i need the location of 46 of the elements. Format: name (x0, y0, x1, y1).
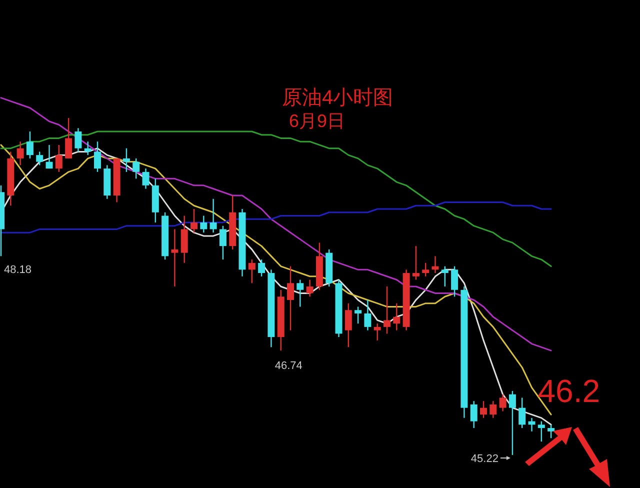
candlestick (210, 198, 217, 234)
candlestick (287, 266, 294, 331)
candlestick (190, 208, 198, 234)
candlestick (490, 400, 497, 419)
candlestick (306, 279, 314, 298)
chart-subtitle: 6月9日 (289, 111, 346, 131)
candlestick (180, 215, 188, 264)
candlestick (393, 302, 400, 331)
annotation: 45.22 (470, 453, 498, 465)
candlestick (16, 140, 24, 166)
annotation: 48.18 (4, 264, 32, 276)
candlestick (518, 397, 526, 429)
candlestick (470, 400, 478, 429)
candlestick (142, 168, 150, 190)
candlestick (364, 299, 372, 331)
candlestick (480, 400, 487, 419)
candlestick (384, 286, 390, 334)
candlestick (296, 279, 304, 308)
candlestick (200, 215, 208, 234)
candlestick (55, 144, 62, 173)
candlestick (258, 258, 266, 277)
candlestick (412, 245, 420, 280)
candlestick (132, 158, 140, 180)
candlestick (36, 151, 44, 166)
candlestick (508, 390, 516, 456)
candlestick (46, 144, 53, 170)
candlestick (538, 420, 545, 442)
candlestick (171, 228, 178, 288)
candlestick (441, 266, 448, 288)
candlestick (94, 140, 101, 173)
candlestick (74, 128, 82, 152)
candlestick (499, 394, 506, 412)
candlestick (122, 148, 130, 173)
candlestick (354, 306, 362, 324)
candlestick (344, 302, 352, 348)
candlestick (451, 266, 458, 298)
candlestick (248, 258, 256, 284)
candlestick (548, 424, 555, 439)
candlestick (65, 117, 72, 160)
candlestick (219, 225, 226, 260)
chart-title: 原油4小时图 (282, 87, 394, 109)
candlestick (374, 322, 381, 342)
annotation: 46.74 (274, 360, 302, 372)
candlestick (422, 262, 430, 277)
candlestick (26, 130, 34, 160)
annotation: 46.2 (538, 373, 600, 409)
